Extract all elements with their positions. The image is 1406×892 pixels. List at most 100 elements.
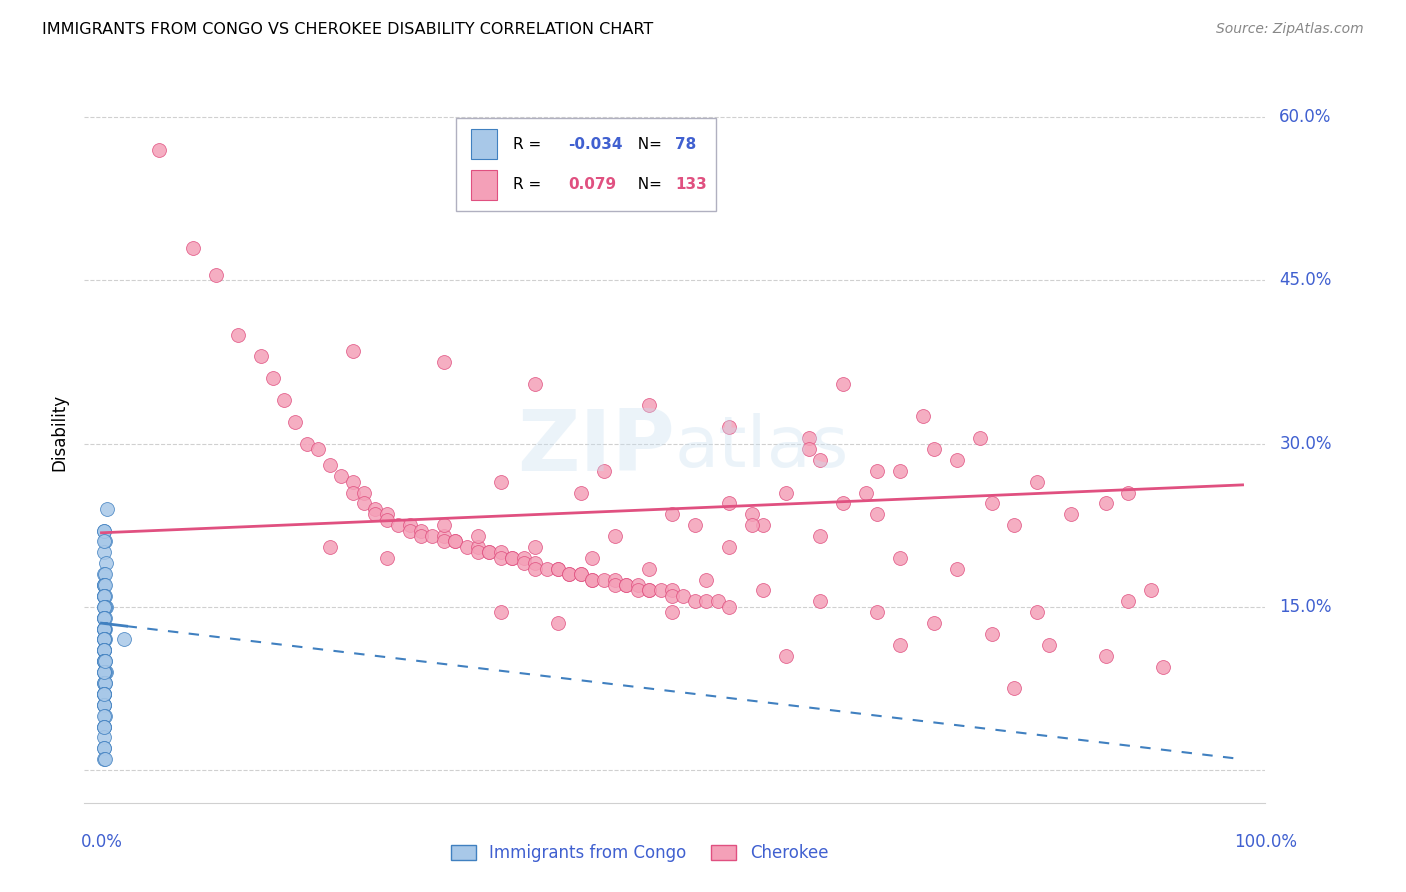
Text: 15.0%: 15.0%	[1279, 598, 1331, 615]
Point	[616, 578, 638, 592]
Point	[93, 687, 115, 701]
Point	[295, 436, 318, 450]
Point	[93, 643, 115, 657]
Point	[93, 589, 115, 603]
Point	[797, 431, 820, 445]
Point	[924, 442, 946, 456]
Text: IMMIGRANTS FROM CONGO VS CHEROKEE DISABILITY CORRELATION CHART: IMMIGRANTS FROM CONGO VS CHEROKEE DISABI…	[42, 22, 654, 37]
Point	[980, 627, 1002, 641]
Point	[1002, 518, 1025, 533]
Text: Source: ZipAtlas.com: Source: ZipAtlas.com	[1216, 22, 1364, 37]
Point	[93, 720, 115, 734]
Point	[342, 343, 364, 358]
Point	[661, 589, 683, 603]
Point	[250, 350, 273, 364]
Point	[489, 475, 512, 489]
Point	[93, 632, 115, 647]
Point	[93, 676, 115, 690]
Point	[467, 540, 489, 554]
Point	[93, 720, 115, 734]
Point	[93, 524, 115, 538]
Point	[1152, 659, 1174, 673]
Point	[1094, 648, 1116, 663]
Point	[638, 562, 661, 576]
Point	[93, 599, 115, 614]
Point	[94, 567, 117, 582]
Point	[93, 654, 115, 668]
Point	[353, 496, 375, 510]
Point	[93, 578, 115, 592]
Point	[93, 687, 115, 701]
Point	[478, 545, 501, 559]
FancyBboxPatch shape	[457, 118, 716, 211]
Point	[93, 665, 115, 680]
Point	[433, 534, 456, 549]
Point	[307, 442, 329, 456]
Text: N=: N=	[627, 136, 666, 152]
Point	[364, 501, 387, 516]
Point	[650, 583, 672, 598]
Point	[94, 599, 117, 614]
Point	[1140, 583, 1163, 598]
Point	[808, 529, 831, 543]
Text: N=: N=	[627, 178, 666, 193]
Point	[93, 752, 115, 766]
Point	[93, 622, 115, 636]
Point	[889, 638, 911, 652]
Point	[1026, 605, 1049, 619]
Point	[536, 562, 558, 576]
Point	[93, 741, 115, 756]
Point	[93, 698, 115, 712]
FancyBboxPatch shape	[471, 129, 496, 159]
Point	[569, 567, 592, 582]
Point	[398, 518, 420, 533]
Point	[695, 594, 717, 608]
Point	[456, 540, 478, 554]
Point	[1118, 594, 1140, 608]
Text: R =: R =	[513, 178, 551, 193]
Point	[478, 545, 501, 559]
Text: 0.079: 0.079	[568, 178, 617, 193]
FancyBboxPatch shape	[471, 170, 496, 200]
Point	[752, 583, 775, 598]
Point	[204, 268, 226, 282]
Point	[718, 420, 741, 434]
Point	[581, 573, 603, 587]
Point	[524, 540, 547, 554]
Point	[775, 648, 797, 663]
Point	[797, 442, 820, 456]
Point	[93, 534, 115, 549]
Point	[94, 589, 117, 603]
Point	[547, 616, 569, 631]
Point	[524, 562, 547, 576]
Point	[93, 589, 115, 603]
Text: 78: 78	[675, 136, 696, 152]
Point	[375, 508, 398, 522]
Text: 100.0%: 100.0%	[1234, 833, 1296, 851]
Point	[94, 556, 117, 570]
Point	[93, 687, 115, 701]
Point	[342, 475, 364, 489]
Point	[616, 578, 638, 592]
Point	[924, 616, 946, 631]
Point	[93, 545, 115, 559]
Point	[1118, 485, 1140, 500]
Point	[387, 518, 409, 533]
Point	[433, 355, 456, 369]
Point	[94, 599, 117, 614]
Point	[627, 583, 650, 598]
Point	[808, 453, 831, 467]
Point	[946, 453, 969, 467]
Point	[93, 665, 115, 680]
Point	[93, 687, 115, 701]
Point	[627, 578, 650, 592]
Point	[93, 589, 115, 603]
Point	[866, 605, 889, 619]
Point	[93, 524, 115, 538]
Point	[375, 550, 398, 565]
Point	[489, 545, 512, 559]
Point	[364, 508, 387, 522]
Legend: Immigrants from Congo, Cherokee: Immigrants from Congo, Cherokee	[444, 838, 835, 869]
Text: 30.0%: 30.0%	[1279, 434, 1331, 452]
Point	[94, 676, 117, 690]
